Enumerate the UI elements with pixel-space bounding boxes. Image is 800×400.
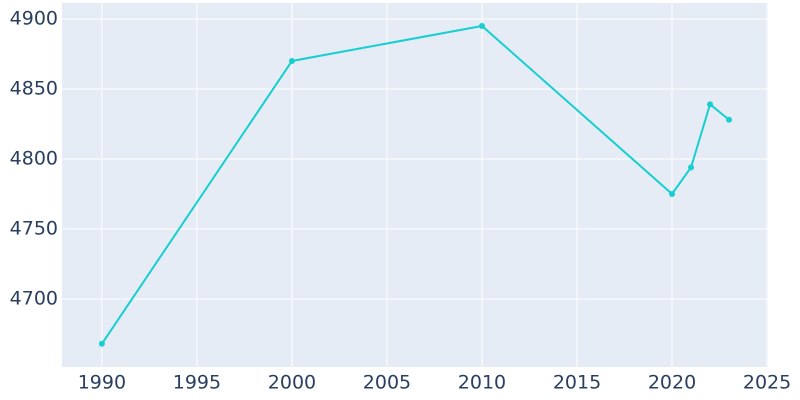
data-point bbox=[478, 22, 485, 29]
y-tick-label: 4850 bbox=[10, 77, 58, 99]
x-tick-label: 2020 bbox=[648, 372, 696, 394]
y-tick-label: 4750 bbox=[10, 217, 58, 239]
x-tick-label: 1990 bbox=[78, 372, 126, 394]
x-tick-label: 2015 bbox=[553, 372, 601, 394]
y-tick-label: 4800 bbox=[10, 147, 58, 169]
x-tick-label: 2010 bbox=[458, 372, 506, 394]
x-tick-label: 1995 bbox=[173, 372, 221, 394]
data-point bbox=[288, 57, 295, 64]
data-point bbox=[98, 340, 105, 347]
x-tick-label: 2025 bbox=[743, 372, 791, 394]
data-point bbox=[726, 116, 733, 123]
x-tick-label: 2000 bbox=[268, 372, 316, 394]
y-tick-label: 4700 bbox=[10, 287, 58, 309]
data-point bbox=[707, 101, 714, 108]
data-point bbox=[688, 164, 695, 171]
plot-background bbox=[62, 3, 768, 367]
data-point bbox=[669, 190, 676, 197]
y-tick-label: 4900 bbox=[10, 7, 58, 29]
x-tick-label: 2005 bbox=[363, 372, 411, 394]
